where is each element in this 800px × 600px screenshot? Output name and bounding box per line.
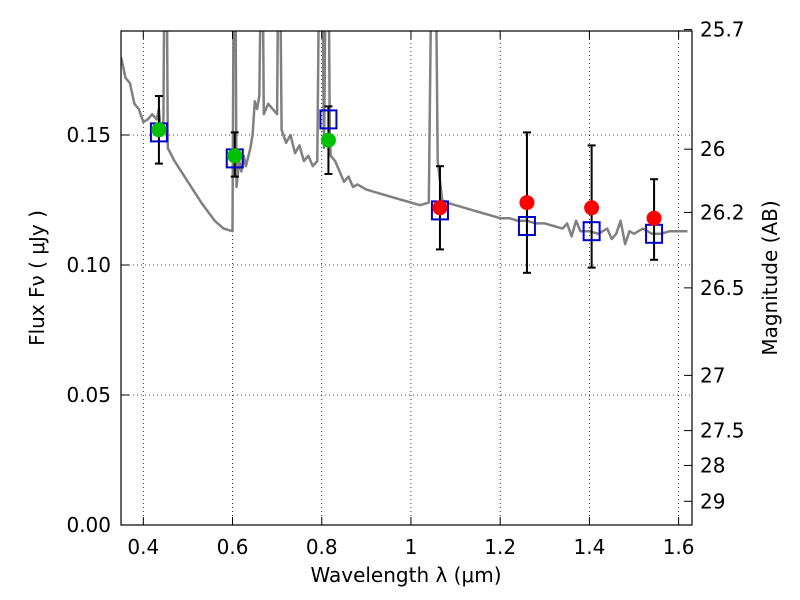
optical-detection-point: [151, 122, 167, 138]
optical-detection-point: [227, 148, 243, 164]
nir-detection-point: [519, 195, 535, 211]
y2-tick-label: 26.2: [700, 200, 745, 224]
y2-tick-label: 26.5: [700, 276, 745, 300]
model-photometry-square: [517, 216, 536, 236]
nir-detection-point: [432, 200, 448, 216]
model-photometry-square: [319, 109, 338, 130]
y2-tick-label: 26: [700, 137, 725, 161]
y2-tick-label: 25.7: [700, 18, 745, 42]
y-tick-label: 0.15: [66, 123, 111, 147]
y-tick-label: 0.10: [66, 253, 111, 277]
model-photometry-square: [582, 221, 601, 242]
grid: [121, 31, 692, 525]
plot-frame: [120, 30, 693, 526]
y2-tick-label: 27: [700, 363, 725, 387]
x-tick-label: 0.6: [217, 535, 249, 559]
y-axis-label: Flux Fν ( μJy ): [25, 210, 49, 346]
axis-ticks: 0.4 0.6 0.8 1 1.2 1.4 1.6 0.00 0.05 0.10 0.15 25.7 2…: [66, 18, 744, 559]
nir-detection-point: [584, 200, 600, 216]
sed-model-line: [121, 31, 688, 246]
x-tick-label: 0.4: [127, 535, 159, 559]
nir-detection-point: [646, 210, 662, 226]
x-tick-label: 1.6: [663, 535, 695, 559]
y2-tick-label: 27.5: [700, 419, 745, 443]
optical-detection-point: [320, 132, 336, 148]
x-tick-label: 1.4: [573, 535, 605, 559]
x-tick-label: 0.8: [306, 535, 338, 559]
plot-area: [121, 31, 688, 274]
y2-tick-label: 28: [700, 453, 725, 477]
y-tick-label: 0.00: [66, 513, 111, 537]
y2-axis-label: Magnitude (AB): [758, 200, 782, 355]
y2-tick-label: 29: [700, 489, 725, 513]
x-axis-label: Wavelength λ (μm): [310, 563, 501, 587]
y-tick-label: 0.05: [66, 383, 111, 407]
x-tick-label: 1: [405, 535, 418, 559]
x-tick-label: 1.2: [484, 535, 516, 559]
